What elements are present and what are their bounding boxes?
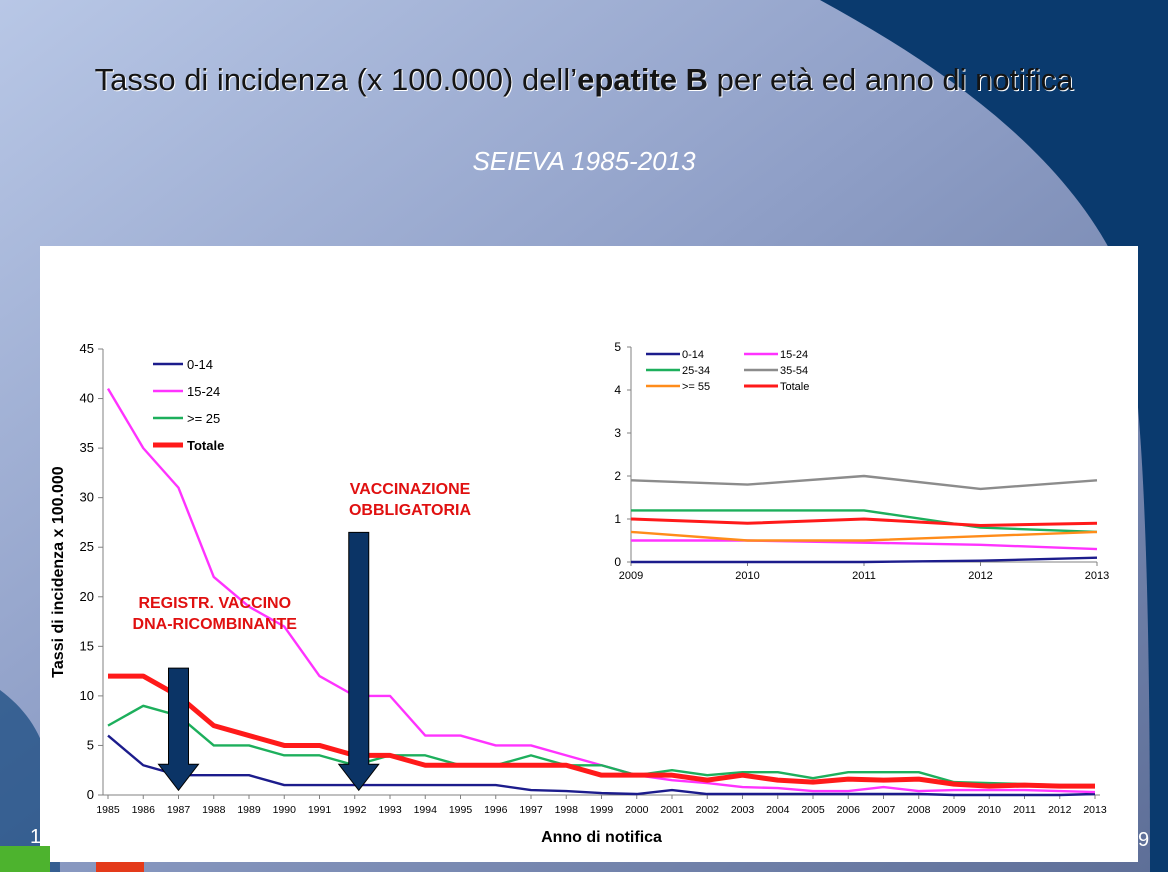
- x-tick-label: 2012: [1048, 804, 1072, 816]
- x-tick-label: 1995: [449, 804, 473, 816]
- y-axis-label: Tassi di incidenza x 100.000: [50, 466, 67, 677]
- x-tick-label: 2008: [907, 804, 931, 816]
- x-tick-label: 1994: [414, 804, 438, 816]
- inset-x-tick-label: 2011: [852, 570, 876, 582]
- legend-label-0: 0-14: [187, 357, 213, 372]
- legend-label-1: 15-24: [187, 384, 220, 399]
- y-tick-label: 20: [80, 589, 94, 604]
- y-tick-label: 45: [80, 341, 94, 356]
- annotation-text-0-1: OBBLIGATORIA: [349, 502, 472, 519]
- y-tick-label: 10: [80, 688, 94, 703]
- inset-y-tick-label: 2: [614, 469, 621, 483]
- inset-y-tick-label: 5: [614, 340, 621, 354]
- y-tick-label: 5: [87, 737, 94, 752]
- x-tick-label: 1990: [273, 804, 297, 816]
- footer-green-bar: [0, 846, 50, 872]
- inset-series-line-2: [631, 509, 1098, 534]
- inset-legend-label-0: 0-14: [682, 349, 704, 361]
- inset-x-tick-label: 2010: [735, 570, 759, 582]
- inset-series-line-5: [630, 517, 1098, 527]
- x-tick-label: 1988: [202, 804, 226, 816]
- x-tick-label: 2013: [1083, 804, 1107, 816]
- x-tick-label: 2005: [801, 804, 825, 816]
- inset-series-line-4: [630, 530, 1098, 542]
- slide-title: Tasso di incidenza (x 100.000) dell’epat…: [0, 62, 1168, 98]
- x-tick-label: 2006: [837, 804, 861, 816]
- title-suffix: per età ed anno di notifica: [708, 62, 1074, 97]
- inset-legend-label-4: >= 55: [682, 381, 710, 393]
- y-tick-label: 0: [87, 787, 94, 802]
- x-tick-label: 1993: [378, 804, 402, 816]
- x-tick-label: 1989: [237, 804, 261, 816]
- inset-y-tick-label: 3: [614, 426, 621, 440]
- page-number-left: 1: [30, 826, 42, 848]
- annotation-text-0-0: VACCINAZIONE: [350, 481, 471, 498]
- x-tick-label: 1987: [167, 804, 191, 816]
- y-tick-label: 25: [80, 539, 94, 554]
- x-tick-label: 1997: [519, 804, 543, 816]
- x-tick-label: 1998: [555, 804, 579, 816]
- x-tick-label: 2011: [1013, 804, 1036, 816]
- inset-y-tick-label: 0: [614, 555, 621, 569]
- x-tick-label: 2004: [766, 804, 790, 816]
- inset-x-tick-label: 2013: [1085, 570, 1109, 582]
- x-tick-label: 2001: [660, 804, 684, 816]
- inset-y-tick-label: 1: [614, 512, 621, 526]
- legend-label-2: >= 25: [187, 411, 220, 426]
- x-tick-label: 1985: [96, 804, 120, 816]
- x-tick-label: 1986: [132, 804, 156, 816]
- chart-panel: 0 5 10 15 20 25 30 35 40 45 1985 1986 1987 1988 1989 19…: [40, 246, 1138, 862]
- x-tick-label: 2010: [978, 804, 1002, 816]
- x-tick-label: 1992: [343, 804, 367, 816]
- slide-subtitle: SEIEVA 1985-2013: [472, 146, 696, 176]
- title-prefix: Tasso di incidenza (x 100.000) dell’: [94, 62, 578, 97]
- x-tick-label: 2000: [625, 804, 649, 816]
- inset-y-tick-label: 4: [614, 383, 621, 397]
- x-tick-label: 2007: [872, 804, 896, 816]
- series-line-0: [107, 734, 1096, 797]
- annotation-text-1-1: DNA-RICOMBINANTE: [133, 616, 298, 633]
- annotation-text-1-0: REGISTR. VACCINO: [138, 595, 291, 612]
- x-tick-label: 1999: [590, 804, 614, 816]
- x-tick-label: 1991: [308, 804, 332, 816]
- x-axis-label: Anno di notifica: [541, 829, 662, 846]
- x-tick-label: 2002: [696, 804, 720, 816]
- inset-legend-label-2: 25-34: [682, 365, 710, 377]
- title-bold: epatite B: [577, 62, 709, 97]
- annotation-arrow-1: [157, 667, 200, 792]
- inset-x-tick-label: 2009: [619, 570, 643, 582]
- x-tick-label: 1996: [484, 804, 508, 816]
- page-number-right: 9: [1138, 829, 1150, 851]
- annotation-arrow-0: [337, 531, 380, 792]
- inset-series-line-3: [630, 474, 1098, 491]
- inset-legend-label-1: 15-24: [780, 349, 808, 361]
- y-tick-label: 15: [80, 638, 94, 653]
- inset-legend-label-3: 35-54: [780, 365, 808, 377]
- footer-red-bar: [96, 862, 144, 872]
- inset-series-line-1: [631, 539, 1098, 551]
- legend-label-3: Totale: [187, 438, 224, 453]
- inset-series-line-0: [631, 556, 1098, 564]
- series-line-2: [107, 704, 1095, 787]
- x-tick-label: 2003: [731, 804, 755, 816]
- inset-legend-label-5: Totale: [780, 381, 809, 393]
- inset-x-tick-label: 2012: [968, 570, 992, 582]
- y-tick-label: 30: [80, 490, 94, 505]
- series-line-1: [106, 388, 1096, 794]
- y-tick-label: 35: [80, 440, 94, 455]
- series-line-3: [108, 673, 1095, 789]
- y-tick-label: 40: [80, 391, 94, 406]
- x-tick-label: 2009: [942, 804, 966, 816]
